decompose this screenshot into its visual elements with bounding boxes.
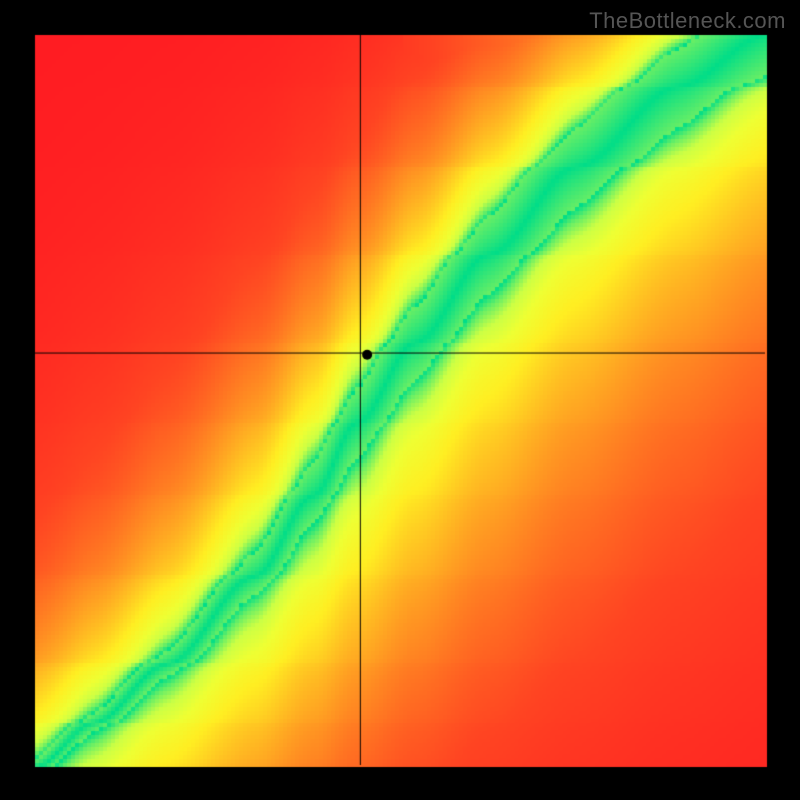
bottleneck-heatmap [0, 0, 800, 800]
watermark-text: TheBottleneck.com [589, 8, 786, 34]
chart-container: TheBottleneck.com [0, 0, 800, 800]
